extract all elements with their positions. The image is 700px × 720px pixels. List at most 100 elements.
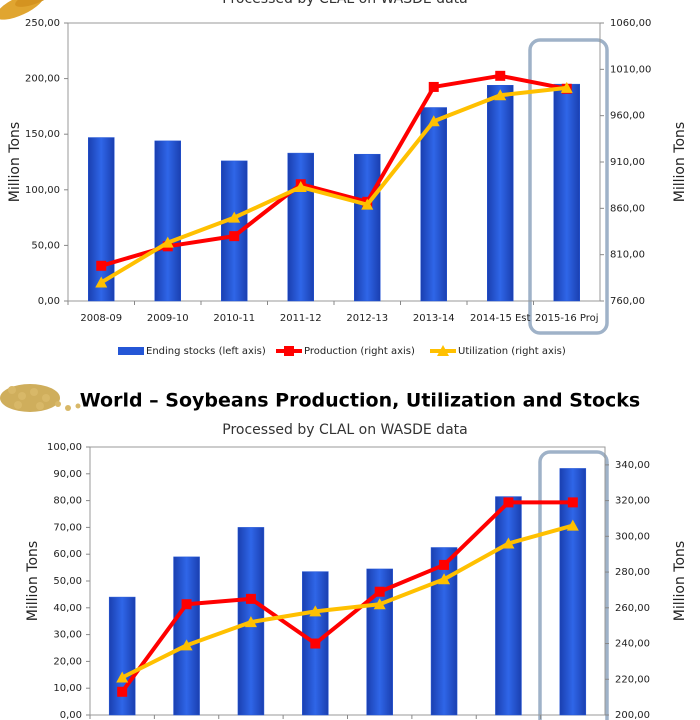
y-tick-label: 50,00 — [53, 576, 82, 587]
y-tick-label: 250,00 — [25, 18, 60, 29]
y-tick-label: 60,00 — [53, 549, 82, 560]
bar — [88, 137, 115, 302]
bar — [154, 140, 181, 302]
y2-tick-label: 320,00 — [615, 496, 650, 507]
legend-swatch — [437, 345, 449, 356]
soybeans-icon — [0, 384, 81, 412]
marker — [567, 497, 578, 508]
x-tick-label: 2011-12 — [280, 313, 322, 324]
y-tick-label: 200,00 — [25, 74, 60, 85]
y2-tick-label: 1010,00 — [610, 64, 651, 75]
y2-tick-label: 340,00 — [615, 460, 650, 471]
x-tick-label: 2010-11 — [213, 313, 255, 324]
marker — [245, 593, 256, 604]
y-tick-label: 30,00 — [53, 630, 82, 641]
y-tick-label: 20,00 — [53, 656, 82, 667]
x-tick-label: 2013-14 — [413, 313, 455, 324]
y-tick-label: 10,00 — [53, 683, 82, 694]
bar — [354, 153, 381, 302]
bar — [108, 596, 136, 716]
marker — [503, 497, 514, 508]
legend-swatch — [118, 347, 144, 355]
marker — [427, 115, 440, 127]
y-tick-label: 40,00 — [53, 603, 82, 614]
y2-tick-label: 240,00 — [615, 639, 650, 650]
marker — [229, 231, 240, 242]
bar — [495, 496, 522, 716]
line — [100, 85, 567, 285]
y2-tick-label: 810,00 — [610, 250, 645, 261]
y-axis-label: Million Tons — [7, 122, 23, 202]
bar — [287, 152, 314, 302]
y-tick-label: 100,00 — [25, 185, 60, 196]
line — [121, 523, 574, 680]
marker — [438, 573, 451, 585]
x-tick-label: 2012-13 — [346, 313, 388, 324]
line — [120, 500, 573, 693]
highlight-box — [528, 38, 609, 335]
marker — [96, 260, 107, 271]
legend-label: Ending stocks (left axis) — [146, 346, 266, 357]
chart-subtitle: Processed by CLAL on WASDE data — [222, 0, 467, 7]
plot-border — [67, 22, 601, 302]
y2-tick-label: 760,00 — [610, 296, 645, 307]
chart-title: World – Soybeans Production, Utilization… — [80, 390, 640, 412]
bar — [553, 83, 580, 302]
marker — [181, 599, 192, 610]
marker — [95, 276, 108, 288]
legend-label: Utilization (right axis) — [458, 346, 566, 357]
y2-tick-label: 220,00 — [615, 674, 650, 685]
marker — [566, 519, 579, 531]
marker — [502, 537, 515, 549]
y2-tick-label: 860,00 — [610, 203, 645, 214]
marker — [117, 686, 128, 697]
y-tick-label: 70,00 — [53, 522, 82, 533]
y-axis-label: Million Tons — [25, 541, 41, 621]
y2-tick-label: 910,00 — [610, 157, 645, 168]
x-tick-label: 2015-16 Proj — [535, 313, 599, 324]
line — [100, 73, 568, 268]
y2-tick-label: 1060,00 — [610, 18, 651, 29]
y-tick-label: 0,00 — [60, 710, 82, 720]
marker — [116, 671, 129, 683]
bar — [487, 85, 514, 302]
marker — [374, 586, 385, 597]
marker — [244, 616, 257, 628]
marker — [560, 81, 573, 93]
y-tick-label: 50,00 — [31, 240, 60, 251]
marker — [373, 598, 386, 610]
y-tick-label: 150,00 — [25, 129, 60, 140]
legend-label: Production (right axis) — [304, 346, 415, 357]
y2-tick-label: 200,00 — [615, 710, 650, 720]
y2-tick-label: 280,00 — [615, 567, 650, 578]
y2-tick-label: 960,00 — [610, 111, 645, 122]
marker — [361, 198, 374, 210]
marker — [495, 70, 506, 81]
marker — [180, 639, 193, 651]
x-tick-label: 2014-15 Est — [470, 313, 530, 324]
marker — [439, 559, 450, 570]
x-tick-label: 2009-10 — [147, 313, 189, 324]
bar — [559, 468, 587, 716]
marker — [310, 638, 321, 649]
y2-tick-label: 300,00 — [615, 531, 650, 542]
y2-tick-label: 260,00 — [615, 603, 650, 614]
bar — [420, 107, 447, 302]
x-tick-label: 2008-09 — [80, 313, 122, 324]
marker — [228, 211, 241, 223]
marker — [294, 181, 307, 193]
y-tick-label: 0,00 — [38, 296, 60, 307]
corn-icon — [0, 0, 53, 20]
marker — [309, 605, 322, 617]
marker — [161, 236, 174, 248]
y2-axis-label: Million Tons — [672, 541, 688, 621]
marker — [428, 81, 439, 92]
highlight-box — [538, 450, 609, 720]
chart-subtitle: Processed by CLAL on WASDE data — [222, 422, 467, 438]
y-tick-label: 100,00 — [47, 442, 82, 453]
y-tick-label: 90,00 — [53, 469, 82, 480]
marker — [494, 89, 507, 101]
y-tick-label: 80,00 — [53, 496, 82, 507]
